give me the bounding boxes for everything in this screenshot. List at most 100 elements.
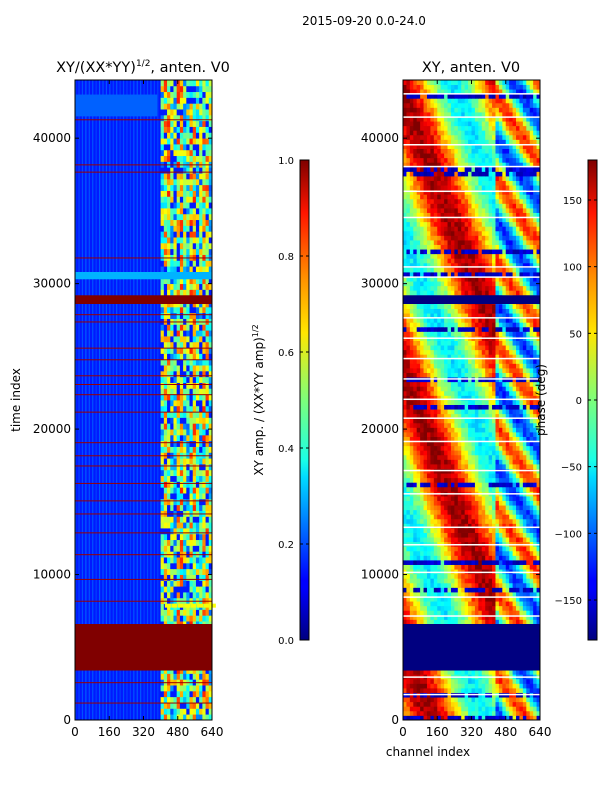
- right-heatmap-cell: [519, 592, 524, 597]
- right-heatmap-cell: [413, 445, 418, 451]
- left-heatmap-cell: [173, 301, 178, 308]
- left-heatmap-cell: [186, 714, 190, 721]
- right-heatmap-cell: [457, 459, 462, 465]
- right-heatmap-cell: [413, 669, 418, 675]
- right-heatmap-cell: [529, 441, 534, 447]
- left-heatmap-cell: [163, 469, 168, 477]
- right-heatmap-cell: [492, 619, 496, 625]
- left-heatmap-cell: [179, 394, 184, 401]
- left-heatmap-cell: [160, 458, 165, 465]
- right-heatmap-cell: [505, 413, 510, 419]
- right-heatmap-cell: [529, 482, 534, 488]
- left-heatmap-cell: [195, 562, 200, 570]
- right-heatmap-cell: [457, 427, 462, 433]
- left-heatmap-cell: [173, 277, 178, 285]
- left-heatmap-cell: [173, 312, 178, 319]
- right-heatmap-cell: [403, 486, 407, 492]
- right-heatmap-cell: [516, 441, 520, 447]
- right-heatmap-cell: [485, 436, 490, 442]
- right-heatmap-cell: [529, 528, 534, 533]
- left-heatmap-cell: [195, 545, 200, 552]
- left-heatmap-texture: [102, 80, 104, 720]
- right-heatmap-cell: [468, 697, 472, 703]
- left-heatmap-cell: [170, 196, 174, 203]
- right-heatmap-cell: [444, 605, 448, 611]
- right-heatmap-cell: [509, 482, 513, 488]
- left-heatmap-cell: [183, 528, 187, 535]
- left-heatmap-cell: [160, 231, 165, 238]
- right-heatmap-cell: [505, 441, 510, 447]
- left-heatmap-cell: [205, 353, 210, 360]
- right-heatmap-cell: [468, 400, 472, 405]
- right-heatmap-cell: [516, 523, 520, 529]
- left-heatmap-cell: [208, 434, 213, 442]
- right-heatmap-cell: [413, 395, 418, 401]
- right-heatmap-cell: [495, 555, 500, 561]
- left-heatmap-cell: [199, 702, 203, 709]
- right-heatmap-cell: [529, 532, 534, 538]
- left-heatmap-cell: [202, 423, 206, 430]
- left-heatmap-cell: [170, 149, 174, 157]
- right-heatmap-cell: [485, 477, 490, 483]
- right-heatmap-cell: [516, 710, 520, 716]
- right-heatmap-cell: [416, 450, 421, 456]
- left-heatmap-cell: [163, 557, 168, 564]
- right-heatmap-cell: [420, 701, 424, 707]
- right-heatmap-cell: [413, 482, 418, 488]
- right-heatmap-cell: [468, 555, 472, 561]
- right-heatmap-cell: [519, 683, 524, 689]
- right-heatmap-cell: [533, 368, 537, 373]
- left-heatmap-cell: [173, 178, 178, 186]
- right-heatmap-cell: [478, 459, 483, 465]
- right-heatmap-cell: [464, 427, 469, 433]
- right-heatmap-cell: [406, 578, 411, 584]
- right-heatmap-cell: [474, 546, 479, 552]
- left-heatmap-cell: [189, 434, 194, 442]
- left-flag-line: [75, 257, 212, 259]
- left-heatmap-cell: [179, 167, 184, 174]
- right-heatmap-cell: [522, 500, 527, 506]
- right-heatmap-cell: [406, 678, 411, 684]
- right-heatmap-cell: [509, 605, 513, 611]
- right-heatmap-cell: [454, 409, 459, 415]
- left-heatmap-cell: [202, 260, 206, 267]
- left-heatmap-cell: [170, 592, 174, 599]
- right-heatmap-cell: [440, 500, 445, 506]
- left-heatmap-cell: [173, 528, 178, 535]
- right-heatmap-cell: [488, 413, 493, 419]
- right-heatmap-cell: [416, 715, 421, 721]
- right-heatmap-cell: [444, 404, 448, 410]
- right-heatmap-cell: [433, 404, 438, 410]
- right-heatmap-cell: [522, 678, 527, 684]
- right-heatmap-cell: [406, 710, 411, 716]
- right-heatmap-cell: [498, 432, 503, 437]
- right-heatmap-cell: [478, 532, 483, 538]
- right-heatmap-cell: [426, 422, 431, 428]
- right-heatmap-cell: [492, 404, 496, 410]
- left-heatmap-cell: [160, 434, 165, 442]
- right-heatmap-cell: [440, 605, 445, 611]
- left-heatmap-cell: [202, 667, 206, 674]
- right-heatmap-cell: [447, 422, 452, 428]
- right-heatmap-cell: [505, 404, 510, 410]
- left-heatmap-cell: [176, 312, 181, 319]
- right-heatmap-cell: [461, 500, 466, 506]
- right-heatmap-cell: [495, 363, 500, 369]
- right-heatmap-cell: [536, 418, 541, 424]
- left-heatmap-cell: [202, 97, 206, 104]
- right-heatmap-cell: [454, 482, 459, 488]
- left-heatmap-cell: [167, 336, 171, 343]
- left-heatmap-cell: [195, 464, 200, 471]
- right-heatmap-cell: [403, 710, 407, 716]
- right-heatmap-cell: [474, 573, 479, 579]
- right-heatmap-cell: [495, 427, 500, 433]
- right-heatmap-cell: [526, 509, 531, 515]
- right-heatmap-cell: [454, 592, 459, 597]
- right-heatmap-cell: [512, 368, 517, 373]
- left-heatmap-cell: [199, 592, 203, 599]
- right-heatmap-cell: [533, 436, 537, 442]
- left-heatmap-cell: [183, 196, 187, 203]
- left-heatmap-cell: [183, 336, 187, 343]
- left-heatmap-cell: [160, 242, 165, 250]
- left-heatmap-cell: [195, 685, 200, 692]
